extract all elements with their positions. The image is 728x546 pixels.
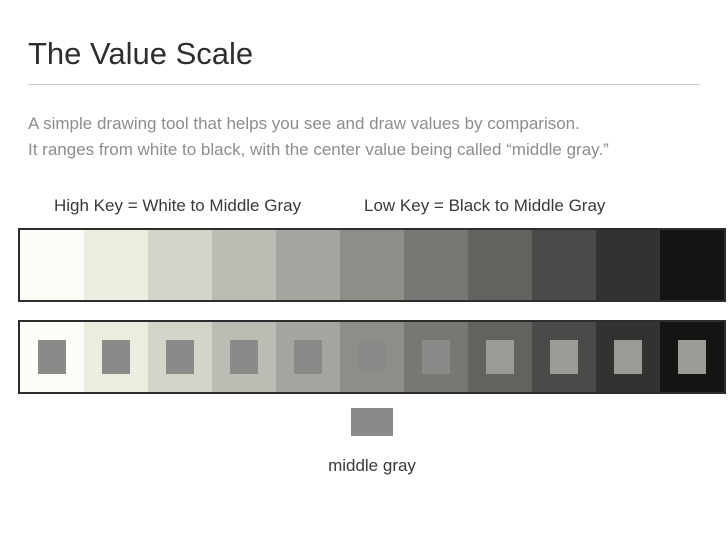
low-key-label: Low Key = Black to Middle Gray	[364, 196, 605, 216]
value-cell	[84, 230, 148, 300]
gray-swatch	[166, 340, 194, 374]
value-cell-with-swatch	[660, 322, 724, 392]
value-cell	[276, 230, 340, 300]
gray-swatch	[486, 340, 514, 374]
value-cell	[532, 230, 596, 300]
value-cell-with-swatch	[212, 322, 276, 392]
gray-swatch	[358, 340, 386, 374]
gray-swatch	[614, 340, 642, 374]
description-line-1: A simple drawing tool that helps you see…	[28, 114, 580, 133]
description: A simple drawing tool that helps you see…	[28, 111, 700, 164]
gray-swatch	[102, 340, 130, 374]
gray-swatch	[38, 340, 66, 374]
gray-swatch	[294, 340, 322, 374]
gray-swatch	[550, 340, 578, 374]
value-cell	[212, 230, 276, 300]
title-divider	[28, 84, 700, 85]
value-cell-with-swatch	[148, 322, 212, 392]
value-cell	[404, 230, 468, 300]
value-cell	[660, 230, 724, 300]
gray-swatch	[230, 340, 258, 374]
gray-swatch	[678, 340, 706, 374]
middle-gray-label: middle gray	[18, 456, 726, 476]
value-strip-swatches	[18, 320, 726, 394]
value-cell-with-swatch	[20, 322, 84, 392]
page: The Value Scale A simple drawing tool th…	[0, 0, 728, 546]
value-cell-with-swatch	[468, 322, 532, 392]
value-cell-with-swatch	[532, 322, 596, 392]
gray-swatch	[422, 340, 450, 374]
value-cell	[20, 230, 84, 300]
value-cell	[340, 230, 404, 300]
high-key-label: High Key = White to Middle Gray	[54, 196, 364, 216]
key-labels-row: High Key = White to Middle Gray Low Key …	[54, 196, 700, 216]
value-cell	[468, 230, 532, 300]
value-cell	[148, 230, 212, 300]
value-cell-with-swatch	[84, 322, 148, 392]
value-cell-with-swatch	[276, 322, 340, 392]
middle-gray-indicator	[351, 408, 393, 436]
value-cell	[596, 230, 660, 300]
description-line-2: It ranges from white to black, with the …	[28, 140, 609, 159]
value-cell-with-swatch	[404, 322, 468, 392]
value-cell-with-swatch	[340, 322, 404, 392]
page-title: The Value Scale	[28, 36, 700, 72]
value-scale: middle gray	[18, 228, 726, 476]
value-cell-with-swatch	[596, 322, 660, 392]
middle-gray-indicator-row	[18, 408, 726, 436]
value-strip-solid	[18, 228, 726, 302]
